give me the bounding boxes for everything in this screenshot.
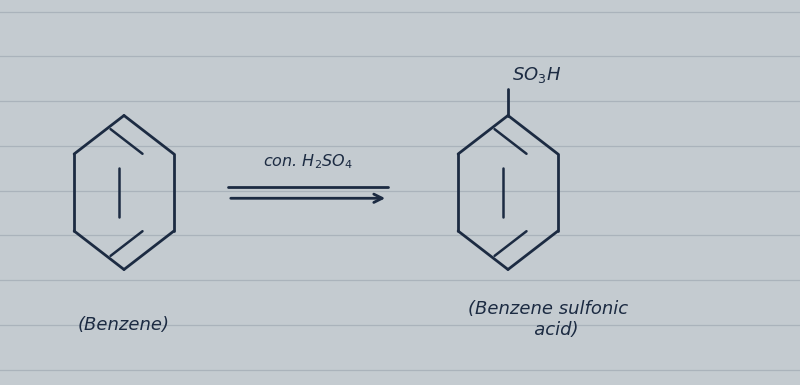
Text: con. H$_2$SO$_4$: con. H$_2$SO$_4$: [263, 152, 353, 171]
Text: SO$_3$H: SO$_3$H: [512, 65, 562, 85]
Text: (Benzene sulfonic
   acid): (Benzene sulfonic acid): [468, 300, 628, 339]
Text: (Benzene): (Benzene): [78, 316, 170, 334]
